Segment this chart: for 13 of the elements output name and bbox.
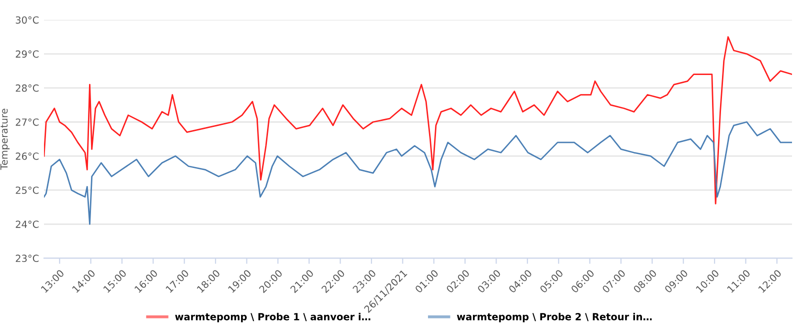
y-tick-label: 29°C xyxy=(16,50,39,58)
y-tick-label: 26°C xyxy=(16,152,39,160)
y-tick-label: 28°C xyxy=(16,84,39,92)
y-tick-label: 23°C xyxy=(16,254,39,262)
y-tick-label: 25°C xyxy=(16,186,39,194)
legend-label: warmtepomp \ Probe 2 \ Retour in… xyxy=(456,312,652,322)
y-tick-label: 27°C xyxy=(16,118,39,126)
line-series xyxy=(44,121,792,225)
legend-label: warmtepomp \ Probe 1 \ aanvoer i… xyxy=(175,312,370,322)
y-tick-label: 24°C xyxy=(16,220,39,228)
line-series xyxy=(44,36,792,204)
y-axis-title: Temperature xyxy=(0,108,10,170)
y-tick-label: 30°C xyxy=(16,16,39,24)
